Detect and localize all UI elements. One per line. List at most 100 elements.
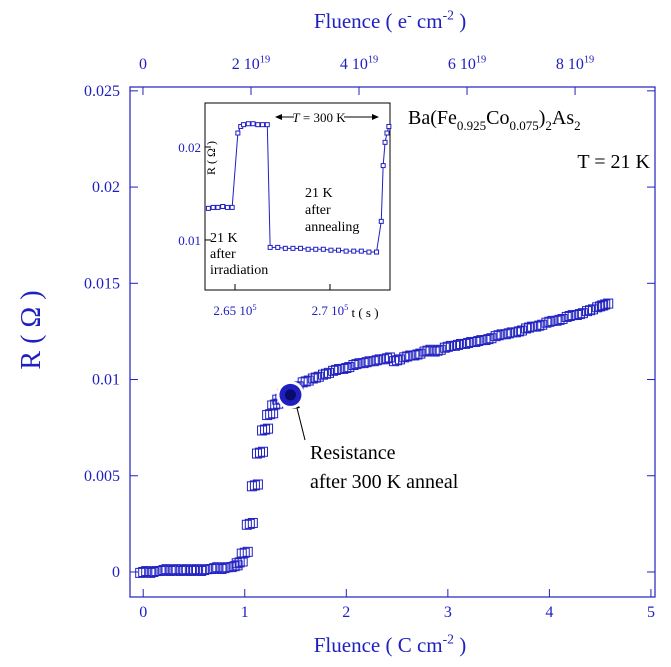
marker [336,247,342,253]
marker [310,372,321,383]
tick-text: 2 10 [232,56,260,73]
text-part: Co [486,107,509,129]
marker [460,338,471,349]
marker [307,373,318,384]
marker [165,565,176,576]
marker [351,359,362,370]
inset-note: annealing [305,220,359,235]
inset-y-tick-label: 0.02 [178,140,201,155]
marker [175,565,186,576]
text-part: Fluence ( C cm [314,633,443,657]
marker [358,358,369,369]
marker [564,311,575,322]
x2-tick-label: 6 1019 [448,55,486,73]
text-part: cm [412,9,443,33]
marker [138,566,149,577]
marker [603,298,614,309]
marker [409,350,420,361]
y-tick-label: 0 [112,564,120,581]
marker [148,566,159,577]
marker [341,362,352,373]
arrow-head [372,114,379,120]
rich-text: Fluence ( C cm-2 ) [314,632,467,657]
line [208,123,390,253]
text-part: - [407,8,412,23]
y-tick-label: 0.005 [84,468,120,485]
marker [185,565,196,576]
marker [246,481,257,492]
marker [241,122,247,128]
marker [317,369,328,380]
annotation-arrow [295,403,306,441]
text-part: 0.075 [509,118,538,133]
marker [381,353,392,364]
marker [224,204,230,210]
marker [320,368,331,379]
marker [244,518,255,529]
tick-text: 6 10 [448,56,476,73]
y-axis-title: R ( Ω ) [16,290,47,369]
marker [168,565,179,576]
marker [524,322,535,333]
marker [541,317,552,328]
marker [328,247,334,253]
rich-text: Fluence ( e- cm-2 ) [314,8,466,33]
marker [429,346,440,357]
x2-tick-label: 0 [139,56,147,73]
marker [320,246,326,252]
marker [267,400,278,411]
marker [585,305,596,316]
marker [534,320,545,331]
marker [374,249,380,255]
marker [216,564,227,575]
marker [242,546,253,557]
text-part: Fluence ( e [314,9,407,33]
marker [386,124,392,130]
marker [220,203,226,209]
marker [358,248,364,254]
marker [439,342,450,353]
marker [366,249,372,255]
inset-note: irradiation [210,263,268,278]
tick-text: 2.65 10 [213,303,252,318]
marker [490,331,501,342]
text-part: ) [454,9,466,33]
text-part: 2 [574,118,581,133]
marker [503,328,514,339]
marker [452,339,463,350]
x2-tick-label: 2 1019 [232,55,270,73]
annotation: after 300 K anneal [310,471,459,493]
text-part: ) [454,633,466,657]
x-tick-label: 5 [647,604,655,621]
marker [298,245,304,251]
y-tick-label: 0.015 [84,275,120,292]
marker [595,301,606,312]
text-part: -2 [443,632,455,647]
marker [432,345,443,356]
marker [328,365,339,376]
marker [554,314,565,325]
marker [513,326,524,337]
marker [442,341,453,352]
inset-x-tick-label: 2.7 105 [312,302,349,318]
inset-note: 21 K [210,231,238,246]
marker [229,204,235,210]
marker [305,246,311,252]
marker [351,248,357,254]
marker [361,357,372,368]
y-tick-label: 0.025 [84,83,120,100]
highlight-dot [284,389,296,401]
x-tick-label: 2 [342,604,350,621]
inset-y-tick-label: 0.01 [178,233,201,248]
marker [582,306,593,317]
marker [384,130,390,136]
marker [264,122,270,128]
tick-sup: 19 [476,55,486,66]
marker [251,448,262,459]
marker [399,352,410,363]
marker [209,563,220,574]
marker [215,204,221,210]
marker [371,355,382,366]
x-tick-label: 0 [139,604,147,621]
